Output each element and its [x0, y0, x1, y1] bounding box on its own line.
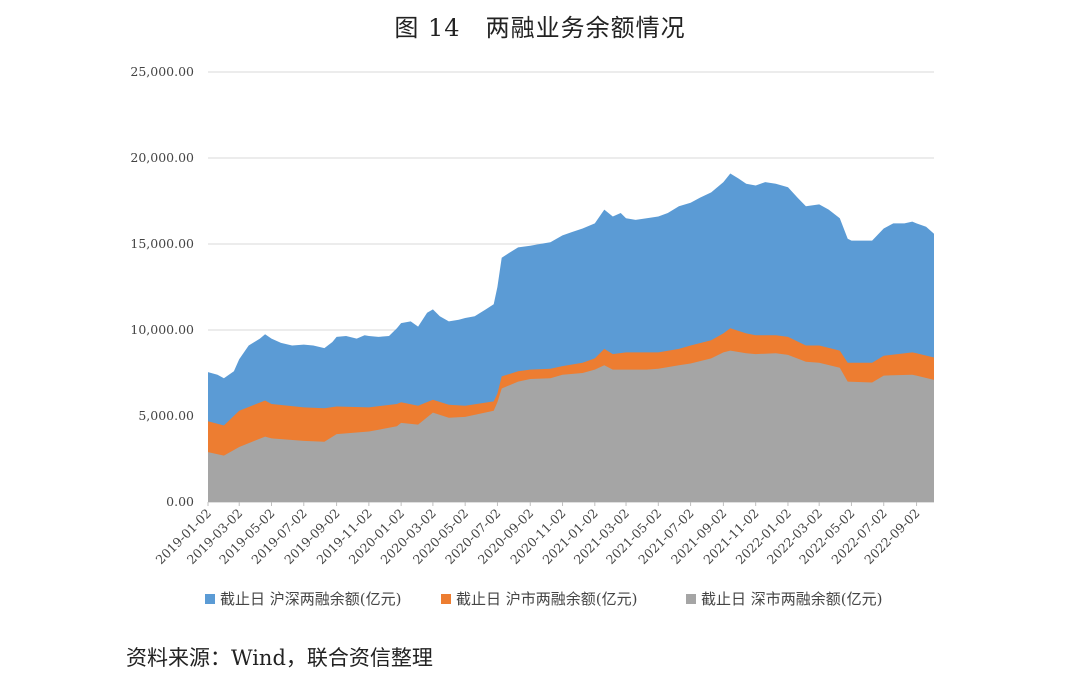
legend-label-total: 截止日 沪深两融余额(亿元) [220, 590, 401, 608]
y-tick-label: 10,000.00 [130, 322, 194, 337]
legend-swatch-total [205, 594, 215, 604]
chart-title: 图 14 两融业务余额情况 [394, 14, 686, 42]
legend-swatch-sh [441, 594, 451, 604]
source-note: 资料来源：Wind，联合资信整理 [126, 646, 433, 670]
legend-swatch-sz [686, 594, 696, 604]
y-tick-label: 5,000.00 [138, 408, 194, 423]
x-axis-ticks: 2019-01-022019-03-022019-05-022019-07-02… [153, 502, 923, 567]
legend: 截止日 沪深两融余额(亿元) 截止日 沪市两融余额(亿元) 截止日 深市两融余额(亿… [205, 590, 882, 608]
y-tick-label: 25,000.00 [130, 64, 194, 79]
legend-label-sh: 截止日 沪市两融余额(亿元) [456, 590, 637, 608]
y-tick-label: 0.00 [166, 494, 194, 509]
legend-label-sz: 截止日 深市两融余额(亿元) [701, 590, 882, 608]
y-tick-label: 20,000.00 [130, 150, 194, 165]
area-sz [208, 350, 934, 502]
y-tick-label: 15,000.00 [130, 236, 194, 251]
area-series [208, 173, 934, 502]
y-axis-ticks: 0.00 5,000.00 10,000.00 15,000.00 20,000.00 2… [130, 64, 194, 509]
